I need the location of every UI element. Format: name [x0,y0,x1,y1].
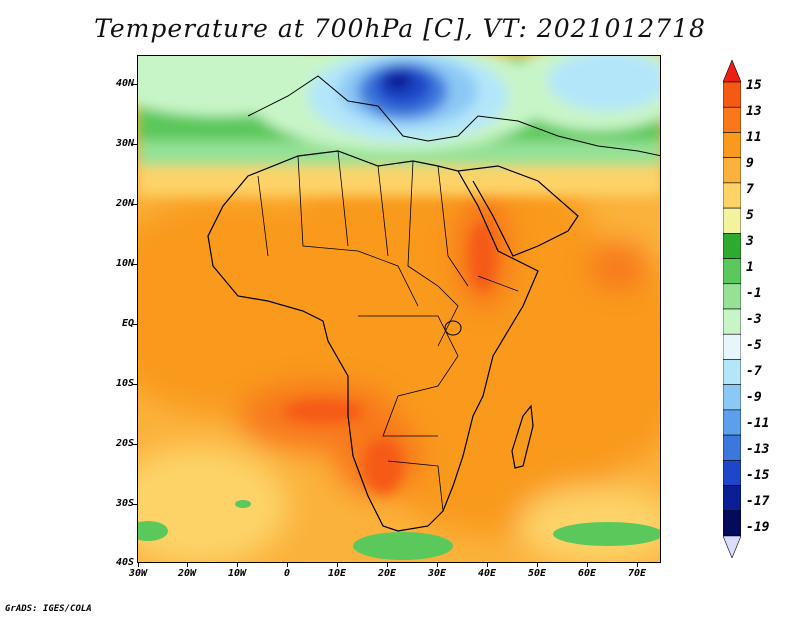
colorbar-segment [723,233,741,259]
lat-label-40n: 40N [115,78,134,89]
lon-tick [487,563,488,567]
lon-tick [237,563,238,567]
colorbar-label: -11 [746,416,770,431]
field-hot-spots [283,221,497,494]
lat-tick [133,204,137,205]
arabia-coastline [457,165,579,257]
colorbar-segment [723,434,741,461]
colorbar-segment [723,359,741,385]
lon-tick [287,563,288,567]
lon-tick [138,563,139,567]
lon-tick [637,563,638,567]
lon-label-0: 0 [283,568,291,579]
colorbar-segment [723,510,741,537]
colorbar-segment [723,157,741,184]
lon-label-10w: 10W [227,568,247,579]
lon-tick [337,563,338,567]
colorbar-label: -17 [746,494,770,509]
colorbar-label: 9 [746,156,754,171]
colorbar-label: -3 [746,312,762,327]
colorbar-label: 7 [746,182,754,197]
lat-tick [133,504,137,505]
lat-label-20n: 20N [115,198,134,209]
colorbar-segment [723,308,741,335]
colorbar-label: -15 [746,468,770,483]
colorbar-label: -1 [746,286,762,301]
lon-tick [537,563,538,567]
lon-label-50e: 50E [527,568,547,579]
lon-label-20w: 20W [177,568,197,579]
colorbar-segment [723,333,741,360]
lon-label-10e: 10E [327,568,347,579]
lon-label-60e: 60E [577,568,597,579]
colorbar-label: 5 [746,208,754,223]
lat-label-20s: 20S [115,438,134,449]
colorbar-label: 3 [746,234,754,249]
lat-label-10n: 10N [115,258,134,269]
colorbar-label: -9 [746,390,762,405]
colorbar-segment [723,81,741,108]
colorbar-label: -19 [746,520,770,535]
colorbar-segment [723,460,741,486]
temperature-field [138,56,660,562]
colorbar-label: -5 [746,338,762,353]
colorbar-label: -7 [746,364,762,379]
map-title: Temperature at 700hPa [C], VT: 202101271… [94,14,706,43]
colorbar-label: 13 [746,104,762,119]
field-cool-patches [138,500,660,560]
lat-tick [133,444,137,445]
lon-tick [387,563,388,567]
colorbar-label: 15 [746,78,762,93]
colorbar-label: -13 [746,442,770,457]
colorbar [723,60,741,558]
lat-tick [133,264,137,265]
lon-tick [187,563,188,567]
lat-label-30s: 30S [115,498,134,509]
colorbar-label: 11 [746,130,762,145]
lon-tick [437,563,438,567]
colorbar-segment [723,132,741,158]
temperature-map [137,55,661,563]
lat-tick [133,324,137,325]
lon-label-30w: 30W [128,568,148,579]
colorbar-segment [723,258,741,285]
credit-text: GrADS: IGES/COLA [5,604,92,614]
lat-label-eq: EQ [121,318,134,329]
europe-coastline [247,75,660,157]
colorbar-segment [723,384,741,411]
field-warm-zones [138,136,660,562]
lat-tick [133,144,137,145]
colorbar-label: 1 [746,260,754,275]
colorbar-min-triangle [723,535,741,558]
lon-label-70e: 70E [627,568,647,579]
lat-label-30n: 30N [115,138,134,149]
field-cold-north [138,56,660,196]
lon-tick [587,563,588,567]
lat-label-10s: 10S [115,378,134,389]
colorbar-segment [723,283,741,310]
country-borders [257,150,519,512]
lake-victoria [444,320,462,336]
colorbar-segment [723,106,741,133]
lat-label-40s: 40S [115,557,134,568]
colorbar-segment [723,409,741,436]
lat-tick [133,84,137,85]
lat-tick [133,384,137,385]
lon-label-20e: 20E [377,568,397,579]
lon-label-40e: 40E [477,568,497,579]
colorbar-segment [723,485,741,512]
madagascar-coastline [511,404,534,469]
colorbar-segment [723,207,741,234]
colorbar-max-triangle [723,60,741,83]
lon-label-30e: 30E [427,568,447,579]
colorbar-segment [723,182,741,209]
